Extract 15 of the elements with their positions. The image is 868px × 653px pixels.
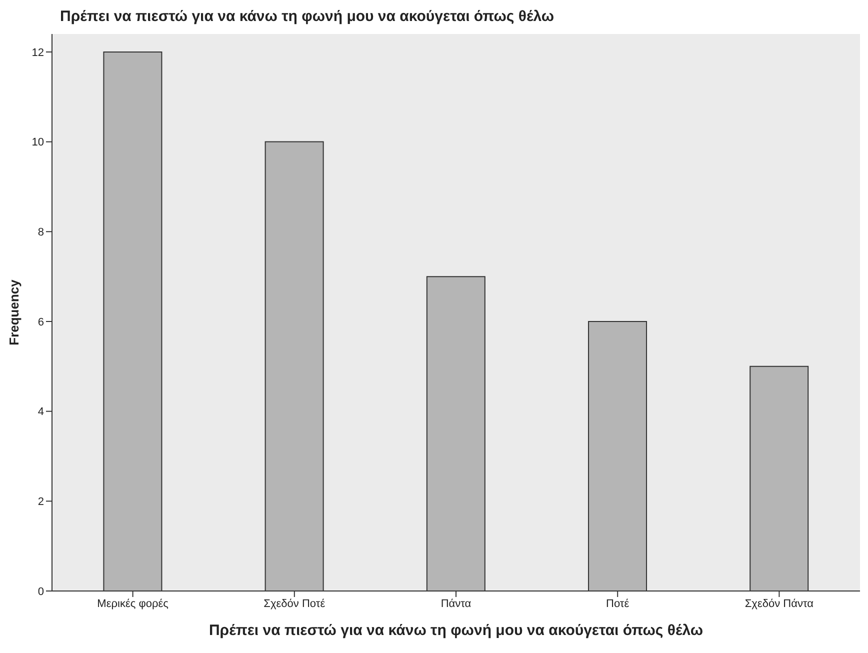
y-tick-label: 8 xyxy=(38,226,44,239)
x-tick-label: Μερικές φορές xyxy=(97,598,168,610)
y-axis-title: Frequency xyxy=(6,278,22,346)
x-tick-label: Πάντα xyxy=(440,598,472,610)
y-tick-label: 12 xyxy=(32,46,44,59)
y-tick-label: 4 xyxy=(38,406,44,418)
x-tick-label: Ποτέ xyxy=(606,598,630,610)
y-tick-label: 10 xyxy=(32,136,44,149)
y-tick-label: 6 xyxy=(38,316,44,328)
x-tick-label: Σχεδόν Ποτέ xyxy=(264,598,326,610)
y-tick-label: 0 xyxy=(38,586,44,598)
x-axis-title: Πρέπει να πιεστώ για να κάνω τη φωνή μου να ακούγεται όπως θέλω xyxy=(208,622,704,639)
chart-title: Πρέπει να πιεστώ για να κάνω τη φωνή μου να ακούγεται όπως θέλω xyxy=(59,8,556,27)
y-tick-label: 2 xyxy=(38,496,44,508)
x-tick-label: Σχεδόν Πάντα xyxy=(744,598,814,610)
